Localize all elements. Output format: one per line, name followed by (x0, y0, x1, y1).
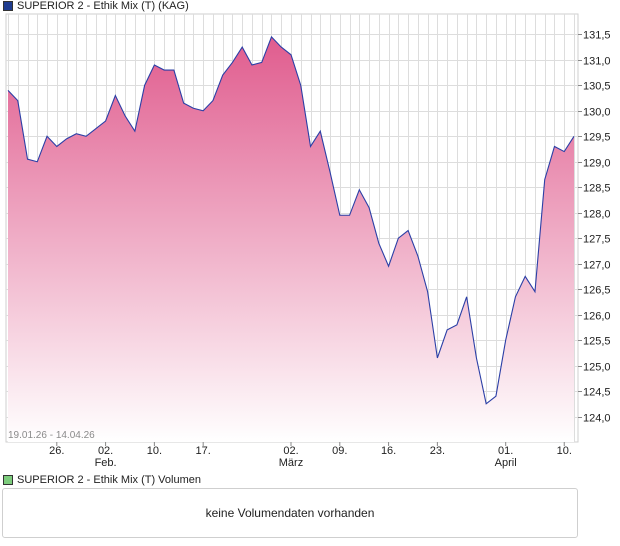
volume-legend-label: SUPERIOR 2 - Ethik Mix (T) Volumen (17, 474, 201, 486)
y-tick-label: 126,0 (583, 311, 611, 323)
x-tick-sublabel: Feb. (95, 457, 117, 469)
price-legend-swatch (3, 1, 13, 11)
price-area (8, 36, 574, 443)
x-tick-label: 01. (498, 445, 513, 457)
x-tick-sublabel: März (279, 457, 303, 469)
y-tick-label: 124,0 (583, 413, 611, 425)
y-tick-label: 128,5 (583, 183, 611, 195)
price-chart: 124,0 124,5 125,0 125,5 126,0 126,5 127,0 127,5… (5, 13, 611, 469)
price-legend: SUPERIOR 2 - Ethik Mix (T) (KAG) (3, 0, 189, 12)
y-tick-label: 127,0 (583, 260, 611, 272)
x-tick-label: 10. (147, 445, 162, 457)
volume-legend-swatch (3, 475, 13, 485)
y-tick-label: 130,5 (583, 81, 611, 93)
y-tick-label: 131,0 (583, 56, 611, 68)
y-tick-label: 131,5 (583, 30, 611, 42)
x-tick-label: 10. (557, 445, 572, 457)
y-tick-label: 125,0 (583, 362, 611, 374)
y-tick-label: 129,5 (583, 132, 611, 144)
x-tick-label: 23. (430, 445, 445, 457)
y-tick-label: 129,0 (583, 158, 611, 170)
price-line (7, 35, 575, 405)
x-tick-label: 26. (49, 445, 64, 457)
x-tick-label: 16. (381, 445, 396, 457)
y-tick-label: 125,5 (583, 336, 611, 348)
x-tick-label: 17. (196, 445, 211, 457)
x-tick-label: 02. (283, 445, 298, 457)
x-tick-label: 09. (332, 445, 347, 457)
volume-panel: keine Volumendaten vorhanden (2, 488, 578, 538)
y-tick-label: 127,5 (583, 234, 611, 246)
x-tick-label: 02. (98, 445, 113, 457)
y-tick-label: 124,5 (583, 387, 611, 399)
y-tick-label: 130,0 (583, 107, 611, 119)
volume-legend: SUPERIOR 2 - Ethik Mix (T) Volumen (3, 474, 201, 486)
price-legend-label: SUPERIOR 2 - Ethik Mix (T) (KAG) (17, 0, 189, 12)
date-range-label: 19.01.26 - 14.04.26 (8, 430, 95, 441)
no-volume-message: keine Volumendaten vorhanden (205, 506, 375, 520)
x-tick-sublabel: April (495, 457, 517, 469)
y-tick-label: 126,5 (583, 285, 611, 297)
y-tick-label: 128,0 (583, 209, 611, 221)
